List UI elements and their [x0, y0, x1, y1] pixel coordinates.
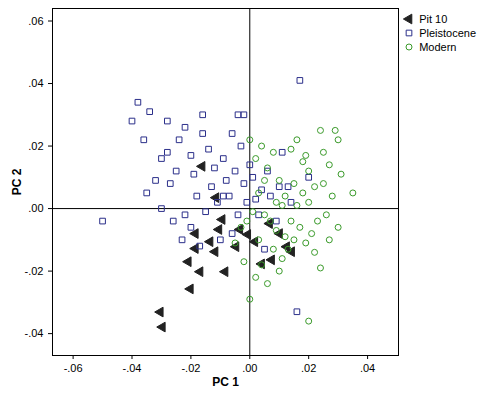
svg-text:PC 2: PC 2 — [10, 168, 24, 195]
svg-text:-.02: -.02 — [181, 362, 200, 374]
svg-text:-.02: -.02 — [25, 265, 44, 277]
svg-text:-.04: -.04 — [25, 327, 44, 339]
svg-text:.02: .02 — [301, 362, 316, 374]
svg-text:.04: .04 — [360, 362, 375, 374]
svg-text:.02: .02 — [28, 140, 43, 152]
svg-text:.00: .00 — [28, 202, 43, 214]
svg-text:.06: .06 — [28, 15, 43, 27]
html-text:Pit 10: Pit 10 — [419, 13, 448, 25]
html-text:Pleistocene: Pleistocene — [419, 27, 476, 39]
svg-text:.04: .04 — [28, 77, 43, 89]
svg-text:-.04: -.04 — [123, 362, 142, 374]
html-text:Modern: Modern — [419, 41, 457, 53]
svg-text:.00: .00 — [242, 362, 257, 374]
svg-text:PC 1: PC 1 — [212, 375, 239, 389]
svg-text:-.06: -.06 — [64, 362, 83, 374]
